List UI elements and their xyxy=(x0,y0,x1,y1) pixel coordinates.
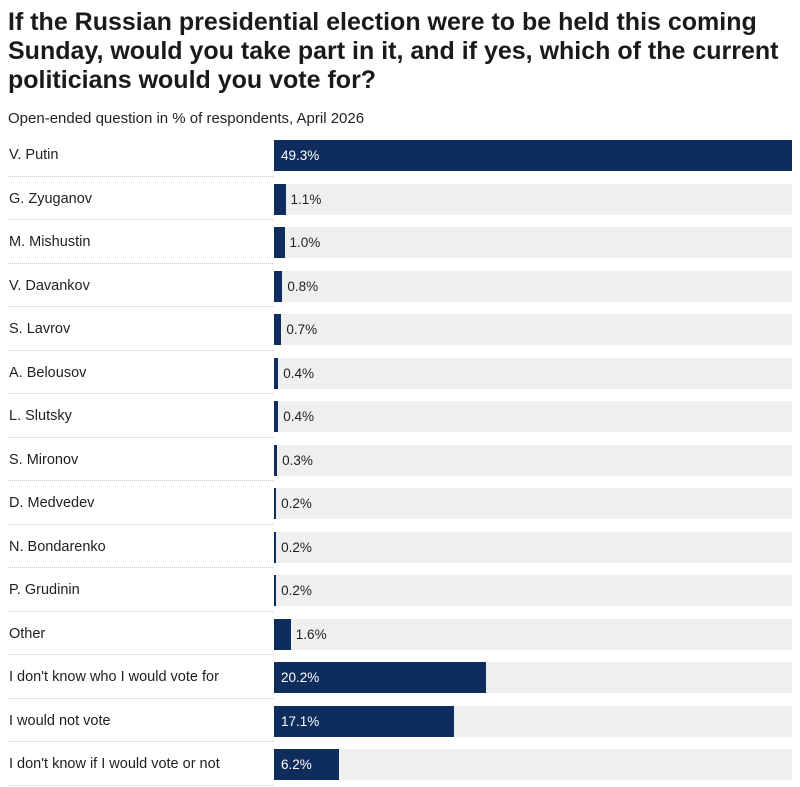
bar xyxy=(274,401,279,432)
bar-track: 0.2% xyxy=(274,575,792,606)
category-label: D. Medvedev xyxy=(9,495,95,511)
value-label: 1.6% xyxy=(295,626,327,642)
bar-row: I would not vote 17.1% xyxy=(0,700,800,744)
bar-row: S. Mironov 0.3% xyxy=(0,439,800,483)
value-label: 0.3% xyxy=(282,452,313,468)
category-label: S. Lavrov xyxy=(9,321,71,337)
bar xyxy=(274,357,279,389)
bar-row: A. Belousov 0.4% xyxy=(0,352,800,396)
value-label: 6.2% xyxy=(281,757,312,772)
row-divider xyxy=(8,741,273,742)
bar xyxy=(274,662,487,693)
row-divider xyxy=(8,393,273,394)
bar-row: M. Mishustin 1.0% xyxy=(0,221,800,265)
bar-row: L. Slutsky 0.4% xyxy=(0,395,800,439)
bar-row: I don't know who I would vote for 20.2% xyxy=(0,656,800,700)
row-divider xyxy=(8,567,273,568)
row-divider xyxy=(8,610,273,612)
row-divider xyxy=(8,436,273,438)
bar-track: 0.7% xyxy=(274,314,792,345)
bar-track: 0.4% xyxy=(274,357,792,389)
bar-track: 49.3% xyxy=(274,140,792,171)
bar-track: 0.2% xyxy=(274,531,792,563)
category-label: I don't know if I would vote or not xyxy=(9,756,220,772)
category-label: P. Grudinin xyxy=(9,582,80,598)
bar-track: 1.0% xyxy=(274,227,792,258)
value-label: 0.4% xyxy=(283,409,314,424)
bar xyxy=(274,183,286,215)
row-divider xyxy=(8,219,273,220)
category-label: S. Mironov xyxy=(9,451,79,468)
bar-track: 1.1% xyxy=(274,183,792,215)
row-divider xyxy=(8,349,273,351)
bar-row: Other 1.6% xyxy=(0,613,800,657)
bar-row: D. Medvedev 0.2% xyxy=(0,482,800,526)
category-label: A. Belousov xyxy=(9,364,87,381)
bar-track: 0.8% xyxy=(274,270,792,302)
category-label: V. Davankov xyxy=(9,277,90,294)
bar xyxy=(274,531,277,563)
value-label: 0.8% xyxy=(287,278,319,294)
row-divider xyxy=(8,654,273,655)
bar xyxy=(274,618,291,650)
row-divider xyxy=(8,262,273,264)
bar-track: 17.1% xyxy=(274,705,792,737)
value-label: 0.2% xyxy=(281,496,312,511)
category-label: N. Bondarenko xyxy=(9,538,106,555)
bar xyxy=(274,488,277,519)
bar xyxy=(274,270,283,302)
bar-track: 1.6% xyxy=(274,618,792,650)
category-label: V. Putin xyxy=(9,147,59,163)
bar xyxy=(274,140,792,171)
bar-row: V. Putin 49.3% xyxy=(0,134,800,178)
category-label: I don't know who I would vote for xyxy=(9,669,219,685)
value-label: 49.3% xyxy=(281,148,320,163)
bar-row: V. Davankov 0.8% xyxy=(0,265,800,309)
bar xyxy=(274,444,278,476)
category-label: M. Mishustin xyxy=(9,234,91,250)
chart-title: If the Russian presidential election wer… xyxy=(8,8,779,94)
bar-track: 0.4% xyxy=(274,401,792,432)
bar-row: P. Grudinin 0.2% xyxy=(0,569,800,613)
value-label: 0.4% xyxy=(283,365,314,381)
category-label: Other xyxy=(9,625,46,642)
value-label: 0.7% xyxy=(286,322,318,337)
value-label: 1.0% xyxy=(289,235,321,250)
bar-track: 0.3% xyxy=(274,444,792,476)
value-label: 0.2% xyxy=(281,583,312,598)
value-label: 20.2% xyxy=(281,670,320,685)
row-divider xyxy=(8,523,273,525)
bar-row: N. Bondarenko 0.2% xyxy=(0,526,800,570)
value-label: 1.1% xyxy=(290,191,322,207)
value-label: 0.2% xyxy=(281,539,312,555)
bar xyxy=(274,705,454,737)
bar-row: G. Zyuganov 1.1% xyxy=(0,178,800,222)
bar-row: S. Lavrov 0.7% xyxy=(0,308,800,352)
row-divider xyxy=(8,175,273,177)
row-divider xyxy=(8,697,273,699)
bar-row: I don't know if I would vote or not 6.2% xyxy=(0,743,800,787)
value-label: 17.1% xyxy=(281,713,320,729)
bar xyxy=(274,227,285,258)
category-label: I would not vote xyxy=(9,712,111,729)
row-divider xyxy=(8,306,273,307)
bar-track: 6.2% xyxy=(274,749,792,780)
chart-subtitle: Open-ended question in % of respondents,… xyxy=(8,110,365,127)
bar-track: 0.2% xyxy=(274,488,792,519)
bar-track: 20.2% xyxy=(274,662,792,693)
bar xyxy=(274,749,340,780)
category-label: G. Zyuganov xyxy=(9,190,93,207)
row-divider xyxy=(8,480,273,481)
category-label: L. Slutsky xyxy=(9,408,72,424)
bar xyxy=(274,314,282,345)
bar xyxy=(274,575,277,606)
